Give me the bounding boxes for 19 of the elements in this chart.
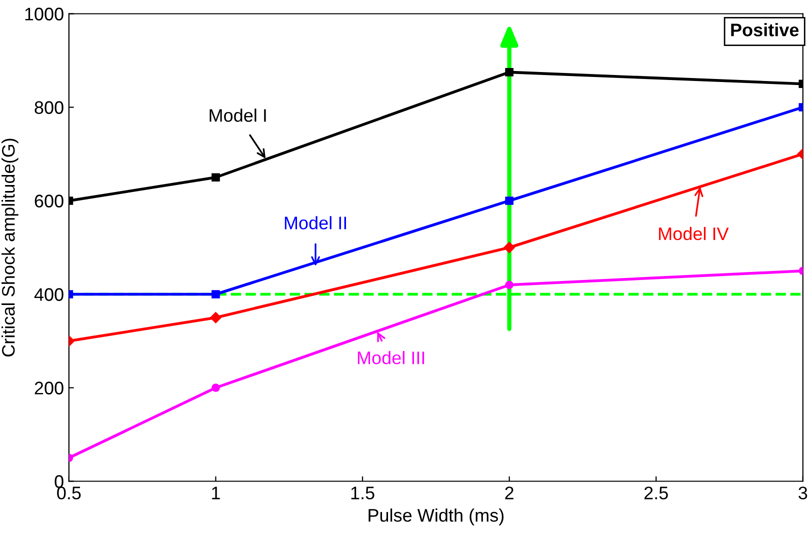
y-tick-label: 200 bbox=[34, 382, 64, 394]
annotation: Model II bbox=[284, 216, 346, 230]
y-tick-label: 1000 bbox=[25, 8, 64, 20]
x-tick-label: 3 bbox=[798, 486, 808, 500]
y-tick-label: 800 bbox=[34, 101, 64, 114]
x-tick-label: 1.5 bbox=[351, 486, 374, 500]
x-axis-title: Pulse Width (ms) bbox=[368, 508, 504, 526]
y-tick-label: 400 bbox=[34, 288, 64, 301]
annotation: Positive bbox=[731, 23, 799, 36]
annotation: Model I bbox=[210, 108, 266, 122]
x-tick-label: 0.5 bbox=[57, 486, 81, 500]
x-tick-label: 1 bbox=[212, 486, 220, 500]
annotation: Model IV bbox=[659, 226, 729, 240]
y-axis-title: Critical Shock amplitude(G) bbox=[2, 138, 18, 356]
annotation: Model III bbox=[358, 351, 424, 364]
y-tick-label: 0 bbox=[54, 475, 64, 488]
x-tick-label: 2 bbox=[505, 486, 514, 500]
y-tick-label: 600 bbox=[34, 194, 64, 208]
x-tick-label: 2.5 bbox=[644, 486, 668, 500]
